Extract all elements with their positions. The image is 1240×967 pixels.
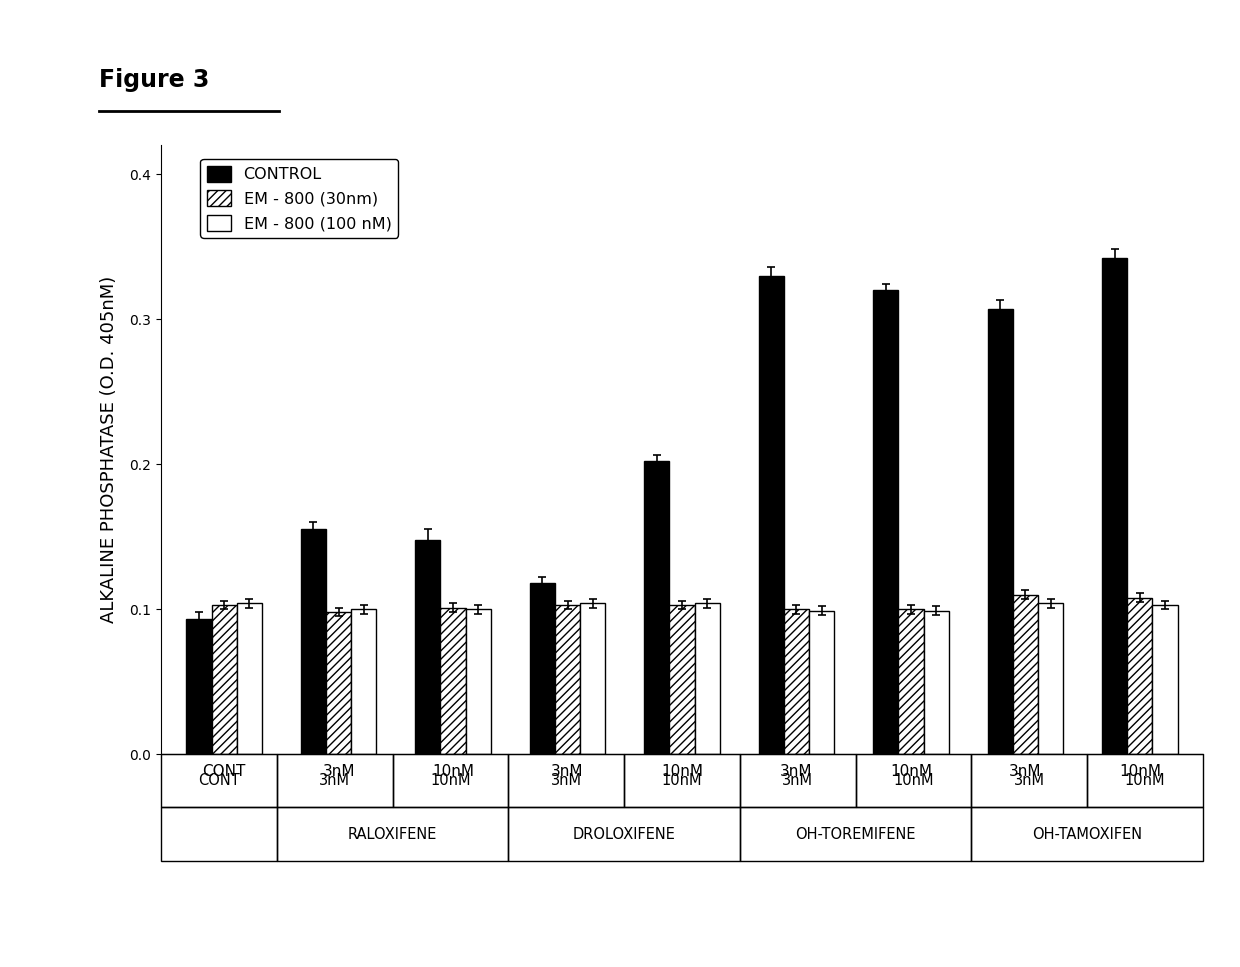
Text: CONT: CONT — [198, 774, 241, 788]
Bar — [351, 609, 377, 754]
Bar — [1127, 598, 1152, 754]
Text: RALOXIFENE: RALOXIFENE — [348, 827, 438, 841]
Text: 10nM: 10nM — [662, 774, 702, 788]
Bar — [556, 605, 580, 754]
Bar — [212, 605, 237, 754]
Bar — [873, 290, 898, 754]
Bar — [237, 603, 262, 754]
Bar — [924, 611, 949, 754]
Bar — [440, 607, 466, 754]
Bar — [1013, 595, 1038, 754]
Bar — [987, 309, 1013, 754]
Bar — [301, 530, 326, 754]
Text: Figure 3: Figure 3 — [99, 68, 210, 92]
Text: OH-TOREMIFENE: OH-TOREMIFENE — [795, 827, 916, 841]
Bar — [580, 603, 605, 754]
Bar — [1038, 603, 1063, 754]
Text: 3nM: 3nM — [551, 774, 582, 788]
Bar — [759, 276, 784, 754]
Text: DROLOXIFENE: DROLOXIFENE — [573, 827, 676, 841]
Text: OH-TAMOXIFEN: OH-TAMOXIFEN — [1032, 827, 1142, 841]
Bar — [645, 461, 670, 754]
Bar — [326, 612, 351, 754]
Bar — [784, 609, 808, 754]
Bar — [898, 609, 924, 754]
Text: 3nM: 3nM — [782, 774, 813, 788]
Bar — [1102, 258, 1127, 754]
Bar — [529, 583, 556, 754]
Text: 3nM: 3nM — [1014, 774, 1044, 788]
Bar — [670, 605, 694, 754]
Text: 10nM: 10nM — [1125, 774, 1166, 788]
Text: 10nM: 10nM — [893, 774, 934, 788]
Legend: CONTROL, EM - 800 (30nm), EM - 800 (100 nM): CONTROL, EM - 800 (30nm), EM - 800 (100 … — [201, 160, 398, 238]
Bar — [466, 609, 491, 754]
Bar — [415, 540, 440, 754]
Bar — [694, 603, 719, 754]
Bar — [186, 620, 212, 754]
Text: 10nM: 10nM — [430, 774, 471, 788]
Bar — [808, 611, 835, 754]
Text: 3nM: 3nM — [320, 774, 351, 788]
Y-axis label: ALKALINE PHOSPHATASE (O.D. 405nM): ALKALINE PHOSPHATASE (O.D. 405nM) — [100, 276, 118, 624]
Bar — [1152, 605, 1178, 754]
